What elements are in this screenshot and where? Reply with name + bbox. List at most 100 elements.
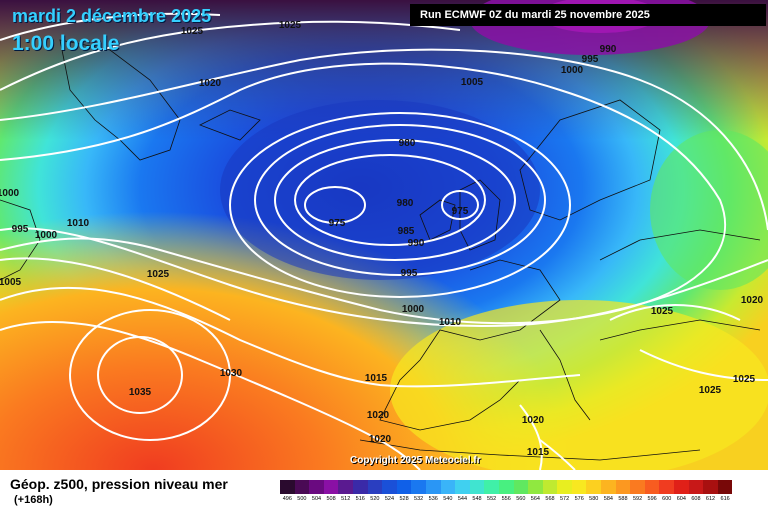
- scale-swatch: [630, 480, 645, 494]
- scale-step: 552: [484, 480, 499, 504]
- scale-tick-label: 580: [589, 496, 599, 502]
- isobar-980: [294, 154, 486, 246]
- isobar-1020-north: [0, 20, 461, 91]
- isobar-1015-med: [539, 439, 576, 470]
- isobar-1005: [0, 48, 768, 231]
- iceland-coast: [199, 109, 261, 141]
- scale-tick-label: 572: [559, 496, 570, 502]
- scale-tick-label: 604: [676, 496, 686, 502]
- scale-swatch: [659, 480, 675, 494]
- scale-tick-label: 564: [530, 496, 540, 502]
- scale-tick-label: 540: [443, 496, 453, 502]
- isobar-label: 1010: [439, 317, 462, 328]
- scale-tick-label: 512: [341, 496, 351, 502]
- scale-tick-label: 508: [326, 496, 336, 502]
- isobar-label: 1000: [402, 304, 425, 315]
- scale-swatch: [586, 480, 602, 494]
- scale-step: 608: [688, 480, 704, 504]
- isobar-label: 975: [452, 206, 469, 217]
- forecast-date: mardi 2 décembre 2025: [12, 6, 212, 26]
- forecast-time: 1:00 locale: [12, 32, 120, 55]
- scale-step: 520: [367, 480, 383, 504]
- scale-tick-label: 528: [399, 496, 409, 502]
- isobar-label: 1025: [181, 26, 204, 37]
- isobar-label: 1020: [522, 415, 545, 426]
- scale-step: 556: [498, 480, 514, 504]
- isobar-975-west: [304, 186, 366, 224]
- scale-swatch: [615, 480, 631, 494]
- scale-step: 584: [601, 480, 616, 504]
- isobar-label: 1005: [0, 277, 22, 288]
- forecast-map: 1025 1025 1020 990 995 1000 1005 980 980 975 975 98…: [0, 0, 768, 470]
- isobars: [0, 12, 768, 470]
- isobar-label: 1025: [147, 269, 170, 280]
- scale-swatch: [367, 480, 383, 494]
- north-america-coast: [0, 199, 41, 281]
- scale-step: 500: [294, 480, 310, 504]
- scale-tick-label: 612: [705, 496, 716, 502]
- italy-coast: [539, 329, 591, 421]
- scale-tick-label: 516: [355, 496, 365, 502]
- scale-step: 592: [630, 480, 645, 504]
- scale-step: 516: [352, 480, 368, 504]
- scale-swatch: [309, 480, 324, 494]
- isobar-label: 990: [408, 238, 425, 249]
- scale-swatch: [717, 480, 733, 494]
- isobar-label: 995: [582, 54, 599, 65]
- isobar-label: 980: [399, 138, 416, 149]
- scale-step: 544: [455, 480, 470, 504]
- isobar-1025-west: [0, 257, 231, 321]
- isobar-label: 1030: [220, 368, 243, 379]
- isobar-1020: [0, 320, 421, 470]
- scale-step: 588: [615, 480, 631, 504]
- scale-swatch: [557, 480, 572, 494]
- scale-swatch: [688, 480, 704, 494]
- isobar-label: 1000: [0, 188, 20, 199]
- isobar-label: 1025: [651, 306, 674, 317]
- scale-swatch: [455, 480, 470, 494]
- scale-swatch: [469, 480, 485, 494]
- isobar-label: 995: [401, 268, 418, 279]
- scale-swatch: [484, 480, 499, 494]
- scale-step: 504: [309, 480, 324, 504]
- isobar-label: 1015: [527, 447, 550, 458]
- isobar-label: 1020: [741, 295, 764, 306]
- scale-tick-label: 500: [297, 496, 307, 502]
- scale-tick-label: 576: [574, 496, 584, 502]
- isobar-1025-southeast: [639, 349, 768, 381]
- scale-step: 572: [557, 480, 572, 504]
- scandinavia-coast: [519, 99, 661, 221]
- scale-swatch: [425, 480, 441, 494]
- run-info: Run ECMWF 0Z du mardi 25 novembre 2025: [410, 4, 766, 26]
- copyright: Copyright 2025 Meteociel.fr: [350, 455, 481, 466]
- scale-step: 512: [338, 480, 353, 504]
- north-africa-coast: [359, 439, 701, 461]
- scale-tick-label: 592: [632, 496, 643, 502]
- scale-step: 508: [323, 480, 339, 504]
- scale-tick-label: 536: [428, 496, 438, 502]
- isobar-1015: [0, 286, 581, 388]
- isobar-label: 1025: [699, 385, 722, 396]
- scale-tick-label: 608: [691, 496, 701, 502]
- scale-swatch: [280, 480, 295, 494]
- scale-tick-label: 532: [414, 496, 424, 502]
- isobar-995: [229, 112, 571, 298]
- isobar-990: [254, 124, 546, 276]
- scale-tick-label: 596: [647, 496, 657, 502]
- isobar-label: 1020: [199, 78, 222, 89]
- scale-swatch: [294, 480, 310, 494]
- scale-swatch: [542, 480, 558, 494]
- isobar-label: 1000: [35, 230, 58, 241]
- isobar-label: 1010: [67, 218, 90, 229]
- scale-step: 604: [674, 480, 689, 504]
- scale-step: 576: [571, 480, 587, 504]
- scale-swatch: [323, 480, 339, 494]
- isobar-label: 1025: [733, 374, 756, 385]
- mediterranean-field: [390, 300, 768, 470]
- isobar-975-east: [441, 190, 479, 220]
- coastlines: [0, 39, 761, 461]
- scale-tick-label: 560: [516, 496, 526, 502]
- scale-step: 560: [513, 480, 529, 504]
- scale-tick-label: 556: [501, 496, 511, 502]
- scale-swatch: [513, 480, 529, 494]
